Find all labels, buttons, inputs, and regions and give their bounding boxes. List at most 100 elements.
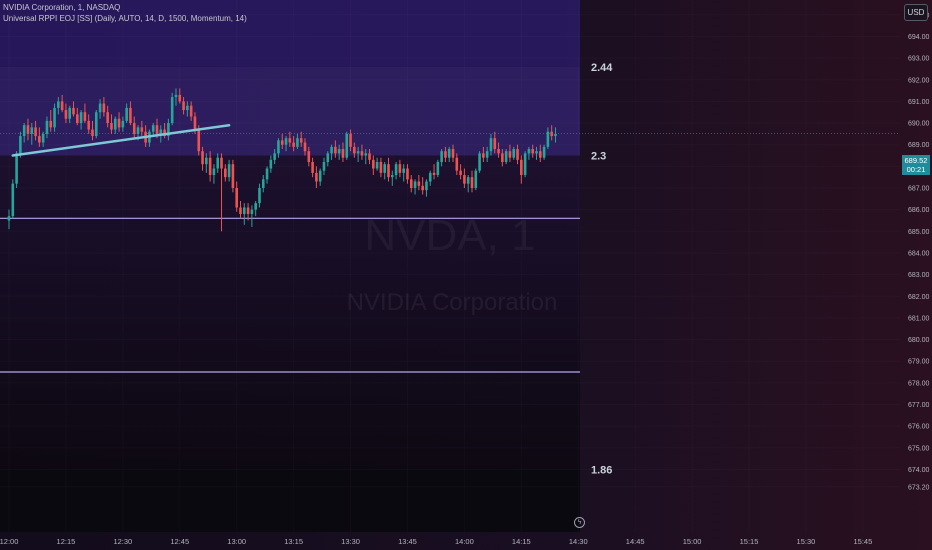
candle-body <box>322 162 326 171</box>
candle-body <box>11 183 15 217</box>
candle-122 <box>470 170 474 193</box>
candle-body <box>212 168 216 176</box>
candle-119 <box>459 164 462 180</box>
candle-130 <box>501 149 504 167</box>
candle-27 <box>110 114 113 134</box>
candle-66 <box>258 183 261 208</box>
candle-137 <box>527 146 531 160</box>
candle-body <box>235 188 238 208</box>
lightning-icon[interactable]: ϟ <box>574 517 585 528</box>
last-price-value: 689.52 <box>904 156 928 165</box>
candle-body <box>273 153 276 160</box>
candle-2 <box>15 151 18 188</box>
candle-127 <box>489 133 493 156</box>
candle-body <box>550 131 553 137</box>
candle-10 <box>45 116 49 139</box>
time-tick-14: 15:30 <box>797 537 816 546</box>
candle-body <box>174 94 178 98</box>
candle-103 <box>398 159 402 178</box>
candle-body <box>539 151 542 158</box>
candle-104 <box>402 164 405 182</box>
candle-17 <box>72 101 75 117</box>
candle-114 <box>440 149 443 167</box>
candle-0 <box>7 209 11 230</box>
price-tick-14: 681.00 <box>908 315 930 322</box>
candle-61 <box>239 200 242 219</box>
candle-body <box>87 120 90 130</box>
candle-22 <box>91 120 94 141</box>
candle-body <box>341 149 345 158</box>
candle-68 <box>265 166 269 184</box>
candle-20 <box>83 103 87 124</box>
candle-body <box>444 151 447 158</box>
candle-body <box>117 118 121 128</box>
candle-body <box>493 138 497 150</box>
price-tick-20: 675.00 <box>908 445 930 452</box>
candle-body <box>542 146 546 158</box>
candle-35 <box>140 120 144 137</box>
candle-body <box>455 157 459 171</box>
time-axis[interactable] <box>0 532 900 550</box>
candle-81 <box>315 166 318 188</box>
candle-body <box>523 153 527 176</box>
time-tick-11: 14:45 <box>626 537 645 546</box>
candle-body <box>303 142 307 152</box>
candle-body <box>421 185 424 191</box>
candle-142 <box>546 127 550 150</box>
candle-body <box>60 101 64 111</box>
time-tick-6: 13:30 <box>341 537 360 546</box>
trendline[interactable] <box>11 123 231 157</box>
indicator-title[interactable]: Universal RPPI EOJ [SS] (Daily, AUTO, 14… <box>3 14 247 23</box>
candle-12 <box>53 103 56 132</box>
candle-30 <box>121 116 125 132</box>
candle-body <box>546 131 550 147</box>
price-tick-16: 679.00 <box>908 359 930 366</box>
candle-body <box>140 127 144 132</box>
candle-70 <box>273 149 276 165</box>
candle-125 <box>482 146 485 163</box>
time-tick-12: 15:00 <box>683 537 702 546</box>
symbol-title[interactable]: NVIDIA Corporation, 1, NASDAQ <box>3 3 121 12</box>
time-tick-15: 15:45 <box>853 537 872 546</box>
time-tick-9: 14:15 <box>512 537 531 546</box>
currency-button[interactable]: USD <box>904 4 928 21</box>
candle-body <box>436 162 440 176</box>
candle-body <box>246 207 250 214</box>
candle-108 <box>417 175 421 191</box>
candle-body <box>489 138 493 152</box>
candle-body <box>417 181 421 186</box>
candle-body <box>208 157 212 176</box>
candle-43 <box>170 92 174 126</box>
candle-107 <box>413 179 417 195</box>
candle-8 <box>38 127 41 147</box>
candle-24 <box>98 99 102 119</box>
candle-110 <box>425 179 428 197</box>
candle-body <box>482 153 485 158</box>
time-tick-0: 12:00 <box>0 537 18 546</box>
candle-body <box>197 129 201 152</box>
candle-109 <box>421 177 424 195</box>
candle-body <box>30 127 34 134</box>
candle-62 <box>242 203 246 225</box>
candle-body <box>258 188 261 204</box>
candle-47 <box>186 101 189 117</box>
candle-56 <box>220 153 223 232</box>
candle-body <box>337 149 341 154</box>
candle-body <box>178 94 182 102</box>
candle-body <box>53 107 56 128</box>
candle-body <box>231 164 235 188</box>
price-tick-9: 686.00 <box>908 207 930 214</box>
candle-body <box>280 140 284 145</box>
candle-120 <box>463 168 466 188</box>
candle-body <box>45 120 49 134</box>
price-tick-2: 693.00 <box>908 56 930 63</box>
candle-body <box>428 172 432 182</box>
candle-4 <box>22 123 26 143</box>
candle-45 <box>178 88 182 104</box>
candle-body <box>167 123 170 137</box>
candle-84 <box>326 151 330 167</box>
candle-97 <box>375 157 379 171</box>
candle-body <box>98 103 102 113</box>
candle-57 <box>224 164 227 182</box>
